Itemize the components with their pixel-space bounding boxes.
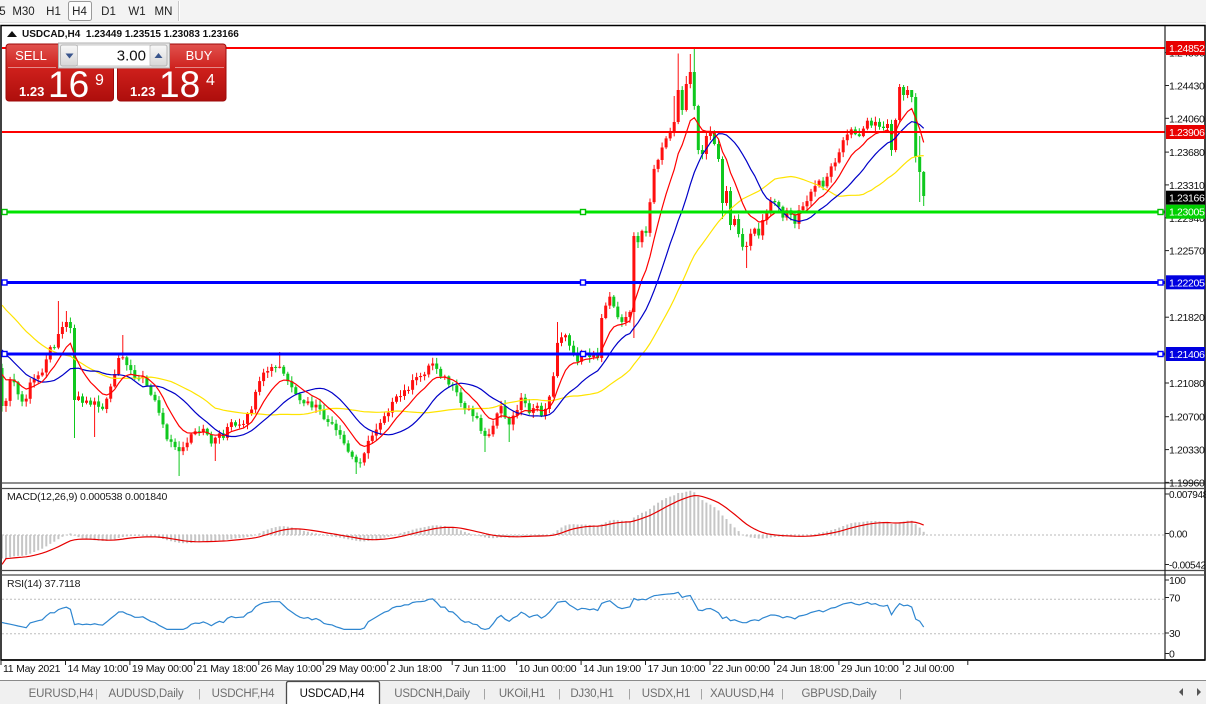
- svg-text:1.22570: 1.22570: [1169, 246, 1205, 258]
- svg-text:1.23680: 1.23680: [1169, 147, 1205, 159]
- svg-text:16: 16: [48, 64, 89, 105]
- svg-text:1.23166: 1.23166: [1169, 193, 1205, 205]
- svg-text:USDX,H1: USDX,H1: [642, 688, 690, 700]
- svg-text:1.23: 1.23: [19, 84, 44, 99]
- svg-text:1.19960: 1.19960: [1169, 477, 1205, 489]
- svg-text:|: |: [781, 688, 784, 700]
- svg-text:|: |: [198, 688, 201, 700]
- svg-text:26 May 10:00: 26 May 10:00: [261, 663, 322, 675]
- svg-text:|: |: [899, 688, 902, 700]
- svg-text:0.00: 0.00: [1169, 530, 1188, 541]
- svg-text:1.20700: 1.20700: [1169, 412, 1205, 424]
- svg-text:USDCAD,H4 1.23449 1.23515 1.2: USDCAD,H4 1.23449 1.23515 1.23083 1.2316…: [22, 29, 239, 40]
- svg-text:1.23310: 1.23310: [1169, 180, 1205, 192]
- svg-text:USDCHF,H4: USDCHF,H4: [212, 688, 276, 700]
- svg-text:5: 5: [0, 6, 6, 18]
- svg-text:MN: MN: [155, 6, 173, 18]
- svg-text:-0.00542: -0.00542: [1169, 561, 1206, 572]
- svg-text:|: |: [628, 688, 631, 700]
- svg-text:|: |: [483, 688, 486, 700]
- svg-text:1.23005: 1.23005: [1169, 207, 1205, 219]
- svg-text:14 May 10:00: 14 May 10:00: [68, 663, 129, 675]
- svg-text:11 May 2021: 11 May 2021: [3, 663, 61, 675]
- svg-text:1.24060: 1.24060: [1169, 113, 1205, 125]
- svg-text:0.007948: 0.007948: [1169, 490, 1206, 501]
- svg-text:|: |: [95, 688, 98, 700]
- svg-text:29 Jun 10:00: 29 Jun 10:00: [841, 663, 899, 675]
- svg-text:1.20330: 1.20330: [1169, 445, 1205, 457]
- svg-text:DJ30,H1: DJ30,H1: [570, 688, 613, 700]
- svg-text:H4: H4: [72, 6, 87, 18]
- svg-text:USDCNH,Daily: USDCNH,Daily: [394, 688, 470, 700]
- svg-text:7 Jun 11:00: 7 Jun 11:00: [454, 663, 506, 675]
- svg-text:|: |: [558, 688, 561, 700]
- svg-text:D1: D1: [101, 6, 116, 18]
- svg-text:24 Jun 18:00: 24 Jun 18:00: [776, 663, 834, 675]
- svg-text:1.24430: 1.24430: [1169, 81, 1205, 93]
- svg-text:4: 4: [206, 72, 215, 89]
- svg-text:1.21820: 1.21820: [1169, 312, 1205, 324]
- svg-text:1.22205: 1.22205: [1169, 277, 1205, 289]
- svg-text:BUY: BUY: [186, 48, 213, 63]
- svg-text:100: 100: [1169, 575, 1186, 587]
- svg-text:MACD(12,26,9) 0.000538 0.00184: MACD(12,26,9) 0.000538 0.001840: [7, 491, 168, 503]
- svg-text:1.24852: 1.24852: [1169, 43, 1205, 55]
- svg-text:XAUUSD,H4: XAUUSD,H4: [710, 688, 775, 700]
- svg-text:1.23: 1.23: [130, 84, 155, 99]
- svg-text:UKOil,H1: UKOil,H1: [499, 688, 545, 700]
- svg-text:2 Jun 18:00: 2 Jun 18:00: [390, 663, 443, 675]
- svg-text:H1: H1: [46, 6, 61, 18]
- svg-text:EURUSD,H4: EURUSD,H4: [29, 688, 94, 700]
- svg-text:USDCAD,H4: USDCAD,H4: [300, 688, 365, 700]
- svg-text:GBPUSD,Daily: GBPUSD,Daily: [802, 688, 877, 700]
- svg-text:9: 9: [95, 72, 104, 89]
- svg-text:17 Jun 10:00: 17 Jun 10:00: [648, 663, 706, 675]
- svg-text:10 Jun 00:00: 10 Jun 00:00: [519, 663, 577, 675]
- svg-text:|: |: [700, 688, 703, 700]
- svg-text:18: 18: [159, 64, 200, 105]
- svg-text:21 May 18:00: 21 May 18:00: [196, 663, 257, 675]
- svg-text:0: 0: [1169, 649, 1175, 661]
- svg-text:W1: W1: [128, 6, 145, 18]
- svg-text:22 Jun 00:00: 22 Jun 00:00: [712, 663, 770, 675]
- svg-text:70: 70: [1169, 593, 1180, 605]
- svg-text:M30: M30: [12, 6, 34, 18]
- svg-text:2 Jul 00:00: 2 Jul 00:00: [905, 663, 954, 675]
- svg-text:AUDUSD,Daily: AUDUSD,Daily: [109, 688, 184, 700]
- svg-text:29 May 00:00: 29 May 00:00: [325, 663, 386, 675]
- svg-text:SELL: SELL: [15, 48, 47, 63]
- svg-text:19 May 00:00: 19 May 00:00: [132, 663, 193, 675]
- svg-text:14 Jun 19:00: 14 Jun 19:00: [583, 663, 641, 675]
- svg-text:3.00: 3.00: [117, 48, 146, 65]
- svg-text:1.21080: 1.21080: [1169, 378, 1205, 390]
- svg-text:RSI(14) 37.7118: RSI(14) 37.7118: [7, 578, 81, 590]
- svg-text:1.21406: 1.21406: [1169, 349, 1205, 361]
- svg-text:30: 30: [1169, 628, 1180, 640]
- svg-text:1.23906: 1.23906: [1169, 127, 1205, 139]
